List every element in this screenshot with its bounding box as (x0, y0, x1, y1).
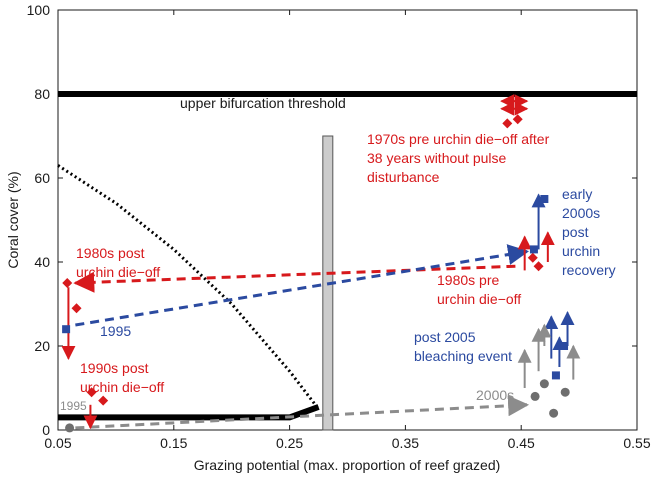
label-1980s-post-line1: 1980s post (76, 245, 145, 261)
label-1980s-post-line2: urchin die−off (76, 264, 160, 280)
red-diamond-1980s-pre-b (527, 252, 538, 263)
label-1980s-pre-line2: urchin die−off (437, 291, 521, 307)
label-2000s: 2000s (476, 387, 514, 403)
label-post2005-line2: bleaching event (414, 348, 512, 364)
label-early2000s-line1: early (562, 186, 592, 202)
x-tick-label: 0.55 (623, 435, 650, 451)
red-diamond-1990s-post-a (86, 387, 97, 398)
label-1980s-pre: 1980s pre urchin die−off (437, 272, 521, 307)
label-early2000s-line4: urchin (562, 243, 600, 259)
label-early2000s-line2: 2000s (562, 205, 600, 221)
red-diamond-1990s-post-b (98, 395, 109, 406)
blue-square-post2005-a (551, 371, 560, 380)
gray-circle-2000s-c (549, 408, 559, 418)
label-post2005: post 2005 bleaching event (414, 329, 512, 364)
red-diamond-1970s-b (512, 114, 523, 125)
x-tick-label: 0.05 (44, 435, 71, 451)
red-diamond-1980s-post-a (62, 278, 73, 288)
y-tick-label: 100 (27, 2, 51, 18)
blue-square-1995-blue (62, 325, 71, 334)
label-1970s-line1: 1970s pre urchin die−off after (367, 131, 550, 147)
y-tick-label: 20 (34, 338, 50, 354)
label-1990s-post: 1990s post urchin die−off (80, 360, 164, 395)
y-tick-label: 40 (34, 254, 50, 270)
label-1980s-post: 1980s post urchin die−off (76, 245, 160, 280)
label-1995-blue: 1995 (100, 323, 131, 339)
red-diamond-1970s-a (502, 118, 513, 129)
label-1970s-line2: 38 years without pulse (367, 150, 507, 166)
series-lower-stable-equilibrium (58, 404, 320, 421)
gray-circle-2000s-b (539, 379, 549, 389)
x-tick-label: 0.35 (392, 435, 419, 451)
x-tick-label: 0.15 (160, 435, 187, 451)
gray-circle-2000s-a (530, 391, 540, 401)
blue-square-post2005-b (560, 342, 569, 350)
y-tick-label: 0 (42, 422, 50, 438)
blue-square-early2000s-b (540, 195, 549, 203)
trajectory-arrows (73, 244, 530, 430)
trajectory-gray-1995-to-2000s (75, 395, 530, 430)
label-post2005-line1: post 2005 (414, 329, 476, 345)
label-1990s-post-line2: urchin die−off (80, 379, 164, 395)
data-points (62, 114, 570, 433)
gray-circle-2000s-d (560, 387, 570, 397)
red-diamond-1980s-pre-a (533, 261, 544, 272)
label-1990s-post-line1: 1990s post (80, 360, 149, 376)
trajectory-blue-1995-to-early2000s (75, 244, 530, 327)
plot-frame (57, 9, 638, 431)
range-arrows (61, 94, 581, 430)
x-axis-ticks: 0.05 0.15 0.25 0.35 0.45 0.55 (44, 10, 651, 451)
label-early2000s: early 2000s post urchin recovery (562, 186, 616, 278)
x-tick-label: 0.25 (276, 435, 303, 451)
x-tick-label: 0.45 (508, 435, 535, 451)
label-1970s: 1970s pre urchin die−off after 38 years … (367, 131, 553, 185)
x-axis-label: Grazing potential (max. proportion of re… (194, 457, 501, 473)
gray-circle-1995-gray (65, 423, 75, 433)
blue-square-early2000s-a (529, 245, 538, 254)
red-diamond-1980s-post-b (71, 303, 82, 314)
label-1995-gray: 1995 (60, 399, 87, 413)
upper-threshold-label: upper bifurcation threshold (180, 95, 346, 111)
label-early2000s-line5: recovery (562, 262, 616, 278)
trajectory-red-1980s-pre-to-post (73, 264, 516, 293)
label-early2000s-line3: post (562, 224, 589, 240)
y-tick-label: 80 (34, 86, 50, 102)
y-tick-label: 60 (34, 170, 50, 186)
label-1970s-line3: disturbance (367, 169, 440, 185)
label-1980s-pre-line1: 1980s pre (437, 272, 499, 288)
y-axis-label: Coral cover (%) (5, 171, 21, 268)
